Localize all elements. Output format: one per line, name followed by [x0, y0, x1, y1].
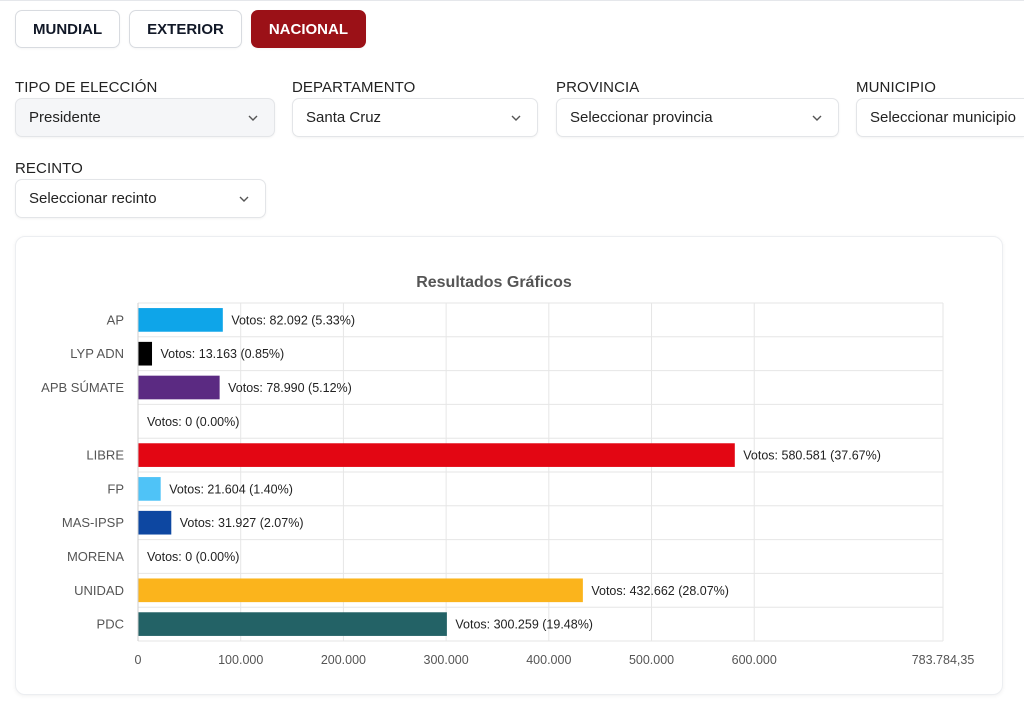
category-label: FP: [107, 481, 124, 496]
value-label: Votos: 0 (0.00%): [147, 415, 239, 429]
departamento-label: DEPARTAMENTO: [292, 79, 416, 96]
recinto-label: RECINTO: [15, 160, 83, 177]
category-label: LYP ADN: [70, 346, 124, 361]
chevron-down-icon: [239, 196, 249, 202]
chevron-down-icon: [248, 115, 258, 121]
category-label: APB SÚMATE: [41, 380, 124, 395]
tipo-eleccion-value: Presidente: [29, 109, 101, 126]
category-label: PDC: [97, 617, 124, 632]
bar: [138, 443, 735, 467]
recinto-value: Seleccionar recinto: [29, 190, 157, 207]
category-label: AP: [107, 312, 124, 327]
x-tick-label: 300.000: [424, 653, 469, 667]
value-label: Votos: 21.604 (1.40%): [169, 482, 293, 496]
tipo-eleccion-field: TIPO DE ELECCIÓN Presidente: [15, 79, 275, 137]
chevron-down-icon: [511, 115, 521, 121]
x-tick-label: 600.000: [732, 653, 777, 667]
bar: [138, 612, 447, 636]
value-label: Votos: 13.163 (0.85%): [161, 347, 285, 361]
value-label: Votos: 432.662 (28.07%): [591, 584, 729, 598]
x-tick-label: 500.000: [629, 653, 674, 667]
bar: [138, 578, 583, 603]
x-tick-label: 0: [135, 653, 142, 667]
chart-x-axis: 0 100.000 200.000 300.000 400.000 500.000 600.…: [135, 653, 975, 667]
bar: [138, 341, 153, 366]
departamento-value: Santa Cruz: [306, 109, 382, 126]
tab-mundial[interactable]: MUNDIAL: [15, 10, 121, 48]
results-chart-card: Resultados Gráficos AP Votos: 82.092 (5.3…: [15, 236, 1003, 695]
value-label: Votos: 31.927 (2.07%): [180, 516, 304, 530]
municipio-value: Seleccionar municipio: [870, 109, 1016, 126]
tipo-eleccion-label: TIPO DE ELECCIÓN: [15, 79, 158, 96]
x-tick-label: 200.000: [321, 653, 366, 667]
bar: [138, 477, 161, 501]
bar: [138, 308, 223, 332]
recinto-select[interactable]: Seleccionar recinto: [15, 179, 266, 218]
provincia-value: Seleccionar provincia: [570, 109, 713, 126]
bar: [138, 375, 220, 400]
results-bar-chart: Resultados Gráficos AP Votos: 82.092 (5.3…: [41, 274, 975, 667]
category-label: UNIDAD: [74, 583, 124, 598]
provincia-label: PROVINCIA: [556, 79, 640, 96]
chevron-down-icon: [812, 115, 822, 121]
tipo-eleccion-select[interactable]: Presidente: [15, 98, 275, 137]
municipio-select[interactable]: Seleccionar municipio: [856, 98, 1024, 137]
departamento-field: DEPARTAMENTO Santa Cruz: [292, 79, 538, 137]
value-label: Votos: 300.259 (19.48%): [455, 618, 593, 632]
provincia-field: PROVINCIA Seleccionar provincia: [556, 79, 839, 137]
value-label: Votos: 78.990 (5.12%): [228, 381, 352, 395]
chart-title: Resultados Gráficos: [416, 274, 572, 291]
x-tick-label: 400.000: [526, 653, 571, 667]
chart-labels: AP Votos: 82.092 (5.33%) LYP ADN Votos: 13.…: [41, 312, 881, 631]
value-label: Votos: 580.581 (37.67%): [743, 449, 881, 463]
bar: [138, 510, 172, 535]
recinto-field: RECINTO Seleccionar recinto: [15, 160, 266, 218]
value-label: Votos: 0 (0.00%): [147, 550, 239, 564]
x-tick-label: 783.784,35: [912, 653, 975, 667]
category-label: MAS-IPSP: [62, 515, 124, 530]
value-label: Votos: 82.092 (5.33%): [231, 313, 355, 327]
chart-bars: [138, 308, 735, 636]
category-label: MORENA: [67, 549, 124, 564]
provincia-select[interactable]: Seleccionar provincia: [556, 98, 839, 137]
municipio-label: MUNICIPIO: [856, 79, 937, 96]
top-divider: [0, 0, 1024, 1]
category-label: LIBRE: [86, 448, 124, 463]
tab-nacional[interactable]: NACIONAL: [250, 10, 367, 48]
municipio-field: MUNICIPIO Seleccionar municipio: [856, 79, 1024, 137]
tab-exterior[interactable]: EXTERIOR: [129, 10, 242, 48]
departamento-select[interactable]: Santa Cruz: [292, 98, 538, 137]
x-tick-label: 100.000: [218, 653, 263, 667]
scope-tabs: MUNDIAL EXTERIOR NACIONAL: [15, 10, 367, 48]
